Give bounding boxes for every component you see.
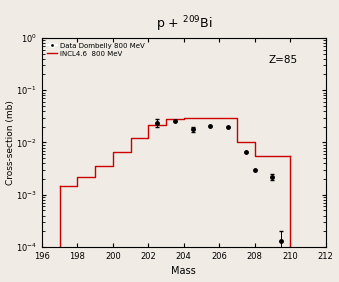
INCL4.6  800 MeV xyxy=(253,154,257,158)
INCL4.6  800 MeV xyxy=(93,175,97,179)
INCL4.6  800 MeV xyxy=(164,123,168,126)
INCL4.6  800 MeV xyxy=(199,117,203,120)
Y-axis label: Cross-section (mb): Cross-section (mb) xyxy=(5,100,15,185)
INCL4.6  800 MeV xyxy=(270,154,274,158)
Legend: Data Dombelly 800 MeV, INCL4.6  800 MeV: Data Dombelly 800 MeV, INCL4.6 800 MeV xyxy=(45,41,146,58)
INCL4.6  800 MeV xyxy=(128,137,133,140)
INCL4.6  800 MeV xyxy=(235,117,239,120)
INCL4.6  800 MeV xyxy=(93,165,97,168)
INCL4.6  800 MeV xyxy=(111,165,115,168)
INCL4.6  800 MeV xyxy=(199,117,203,120)
INCL4.6  800 MeV xyxy=(253,141,257,144)
INCL4.6  800 MeV xyxy=(235,141,239,144)
INCL4.6  800 MeV xyxy=(217,117,221,120)
INCL4.6  800 MeV xyxy=(288,154,292,158)
Line: INCL4.6  800 MeV: INCL4.6 800 MeV xyxy=(60,118,290,186)
INCL4.6  800 MeV xyxy=(217,117,221,120)
INCL4.6  800 MeV xyxy=(146,137,150,140)
X-axis label: Mass: Mass xyxy=(171,266,196,276)
INCL4.6  800 MeV xyxy=(270,154,274,158)
INCL4.6  800 MeV xyxy=(75,175,79,179)
Text: Z=85: Z=85 xyxy=(269,55,298,65)
INCL4.6  800 MeV xyxy=(58,184,62,187)
Text: p + $^{209}$Bi: p + $^{209}$Bi xyxy=(156,14,212,34)
INCL4.6  800 MeV xyxy=(146,123,150,126)
INCL4.6  800 MeV xyxy=(111,151,115,154)
INCL4.6  800 MeV xyxy=(128,151,133,154)
INCL4.6  800 MeV xyxy=(182,117,186,120)
INCL4.6  800 MeV xyxy=(75,184,79,187)
INCL4.6  800 MeV xyxy=(182,117,186,121)
INCL4.6  800 MeV xyxy=(164,117,168,121)
